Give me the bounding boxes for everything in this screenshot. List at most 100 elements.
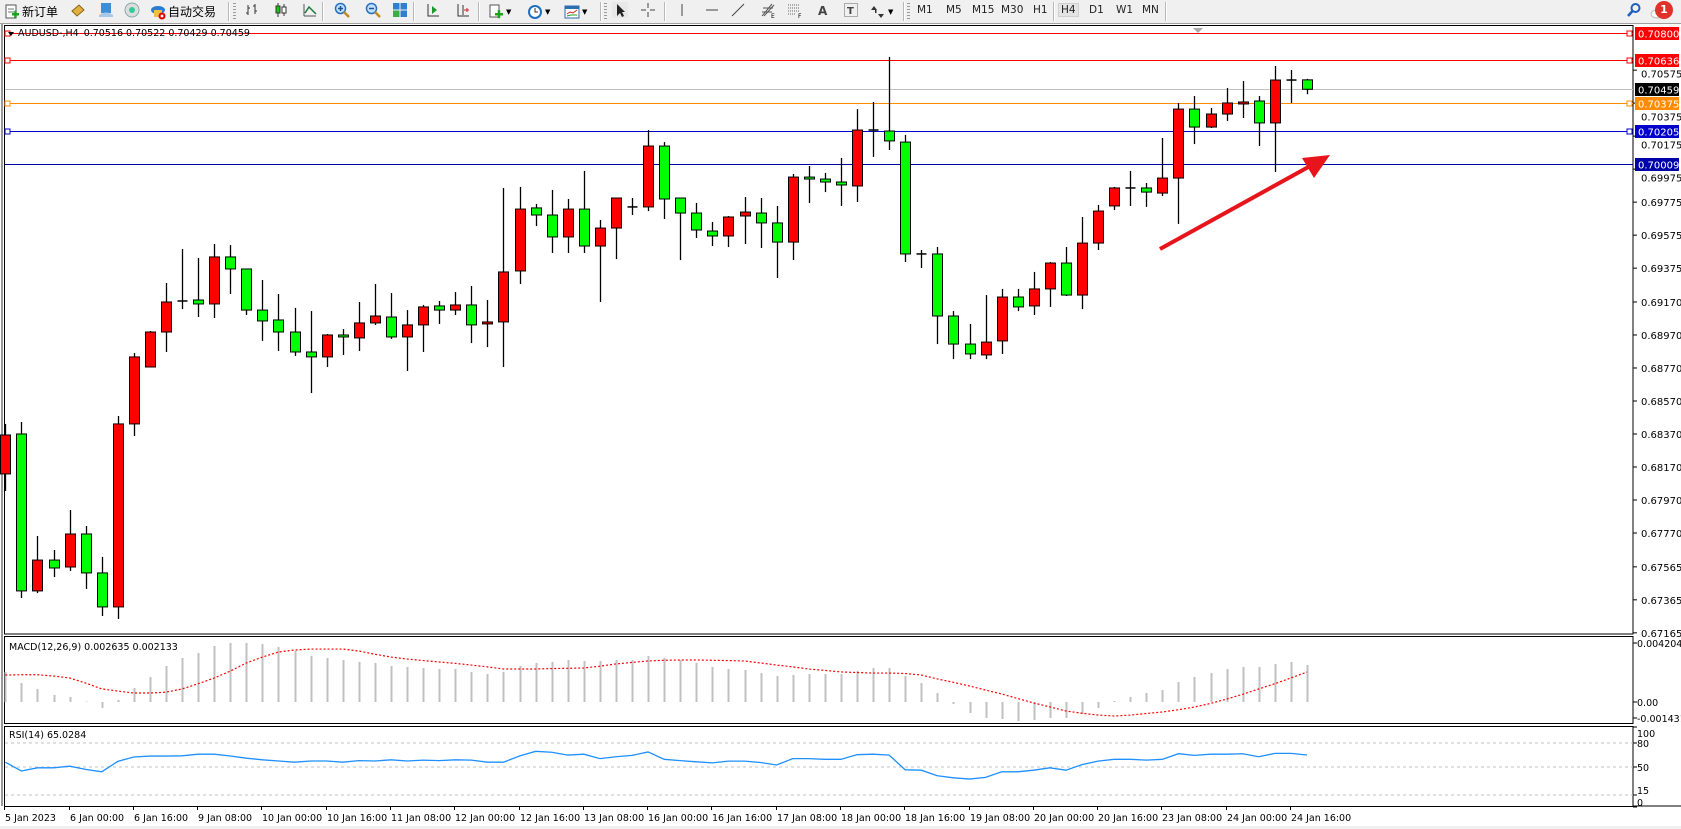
notification-badge[interactable]: 1 bbox=[1655, 1, 1673, 19]
candle[interactable] bbox=[707, 221, 718, 247]
timeframe-m5[interactable]: M5 bbox=[946, 4, 962, 16]
line-handle-left[interactable] bbox=[4, 128, 11, 135]
auto-trading-button[interactable]: 自动交易 bbox=[150, 2, 216, 21]
trendline-icon[interactable] bbox=[730, 2, 746, 18]
candle[interactable] bbox=[675, 197, 686, 261]
candle[interactable] bbox=[1222, 87, 1233, 121]
candle[interactable] bbox=[386, 293, 397, 339]
new-order-button[interactable]: 新订单 bbox=[4, 2, 58, 21]
horizontal-line-icon[interactable] bbox=[704, 2, 720, 18]
candle[interactable] bbox=[643, 130, 654, 212]
candle[interactable] bbox=[900, 134, 911, 263]
zoom-in-icon[interactable] bbox=[334, 2, 350, 18]
line-handle-left[interactable] bbox=[4, 100, 11, 107]
candle[interactable] bbox=[916, 249, 927, 268]
candle[interactable] bbox=[659, 142, 670, 219]
candle[interactable] bbox=[772, 205, 783, 279]
trend-arrow-head[interactable] bbox=[1302, 155, 1330, 178]
candle[interactable] bbox=[145, 331, 156, 368]
candle[interactable] bbox=[273, 294, 284, 351]
candle[interactable] bbox=[370, 283, 381, 325]
toolbar-grip[interactable] bbox=[233, 3, 236, 20]
candlestick-chart-icon[interactable] bbox=[273, 2, 289, 18]
candle[interactable] bbox=[820, 172, 831, 193]
candle[interactable] bbox=[1061, 247, 1072, 297]
candle[interactable] bbox=[1141, 183, 1152, 207]
candle[interactable] bbox=[450, 292, 461, 316]
chart-menu-triangle-icon[interactable] bbox=[8, 32, 14, 36]
timeframe-h4[interactable]: H4 bbox=[1058, 3, 1079, 17]
candle[interactable] bbox=[97, 556, 108, 617]
line-handle-right[interactable] bbox=[1626, 57, 1633, 64]
candle[interactable] bbox=[354, 301, 365, 351]
line-handle-right[interactable] bbox=[1626, 100, 1633, 107]
candle[interactable] bbox=[836, 157, 847, 206]
timeframe-mn[interactable]: MN bbox=[1142, 4, 1159, 16]
line-handle-right[interactable] bbox=[1626, 30, 1633, 37]
candle[interactable] bbox=[965, 323, 976, 360]
candle[interactable] bbox=[563, 199, 574, 253]
line-chart-icon[interactable] bbox=[302, 2, 318, 18]
timeframe-w1[interactable]: W1 bbox=[1116, 4, 1134, 16]
candle[interactable] bbox=[531, 203, 542, 227]
candle[interactable] bbox=[257, 280, 268, 341]
timeframe-m15[interactable]: M15 bbox=[972, 4, 995, 16]
vertical-line-icon[interactable] bbox=[674, 2, 690, 18]
candle[interactable] bbox=[177, 249, 188, 310]
timeframe-m1[interactable]: M1 bbox=[917, 4, 933, 16]
candle[interactable] bbox=[1254, 96, 1265, 147]
timeframe-m30[interactable]: M30 bbox=[1001, 4, 1024, 16]
candle[interactable] bbox=[65, 510, 76, 571]
candle[interactable] bbox=[306, 311, 317, 394]
candle[interactable] bbox=[466, 285, 477, 344]
candle[interactable] bbox=[691, 202, 702, 238]
chart-shift-marker[interactable] bbox=[1193, 28, 1203, 33]
candle[interactable] bbox=[0, 423, 11, 491]
search-icon[interactable] bbox=[1626, 2, 1642, 18]
fibonacci-fan-icon[interactable]: F bbox=[787, 2, 803, 18]
candle[interactable] bbox=[932, 247, 943, 345]
candle[interactable] bbox=[193, 257, 204, 317]
tile-windows-icon[interactable] bbox=[392, 2, 408, 18]
candle[interactable] bbox=[740, 197, 751, 245]
candle[interactable] bbox=[1270, 66, 1281, 172]
navigator-icon[interactable] bbox=[124, 2, 140, 18]
arrows-button[interactable]: ▼ bbox=[870, 2, 893, 21]
candle[interactable] bbox=[884, 56, 895, 150]
candle[interactable] bbox=[868, 101, 879, 157]
candle[interactable] bbox=[81, 526, 92, 589]
templates-button[interactable]: ▼ bbox=[564, 2, 587, 21]
bar-chart-icon[interactable] bbox=[244, 2, 260, 18]
trend-arrow-line[interactable] bbox=[1159, 163, 1313, 251]
candle[interactable] bbox=[997, 288, 1008, 354]
candle[interactable] bbox=[129, 352, 140, 436]
candle[interactable] bbox=[1206, 107, 1217, 129]
candle[interactable] bbox=[1302, 78, 1313, 95]
timeframe-d1[interactable]: D1 bbox=[1089, 4, 1104, 16]
candle[interactable] bbox=[290, 307, 301, 356]
line-handle-right[interactable] bbox=[1626, 128, 1633, 135]
candle[interactable] bbox=[338, 329, 349, 355]
candle[interactable] bbox=[482, 299, 493, 348]
candle[interactable] bbox=[498, 187, 509, 367]
candle[interactable] bbox=[948, 311, 959, 360]
candle[interactable] bbox=[804, 166, 815, 203]
candle[interactable] bbox=[595, 219, 606, 302]
candle[interactable] bbox=[611, 197, 622, 260]
candle[interactable] bbox=[16, 421, 27, 599]
candle[interactable] bbox=[1173, 102, 1184, 224]
candle[interactable] bbox=[723, 216, 734, 248]
candle[interactable] bbox=[434, 300, 445, 324]
line-handle-left[interactable] bbox=[4, 57, 11, 64]
candle[interactable] bbox=[788, 173, 799, 261]
candle[interactable] bbox=[322, 333, 333, 367]
toolbar-grip[interactable] bbox=[604, 3, 607, 20]
toolbar-grip[interactable] bbox=[907, 3, 910, 20]
candle[interactable] bbox=[515, 186, 526, 284]
new-chart-button[interactable]: ▼ bbox=[488, 2, 511, 21]
candle[interactable] bbox=[32, 535, 43, 594]
market-watch-icon[interactable] bbox=[70, 2, 86, 18]
candle[interactable] bbox=[756, 198, 767, 249]
candle[interactable] bbox=[418, 304, 429, 352]
candle[interactable] bbox=[1029, 271, 1040, 316]
